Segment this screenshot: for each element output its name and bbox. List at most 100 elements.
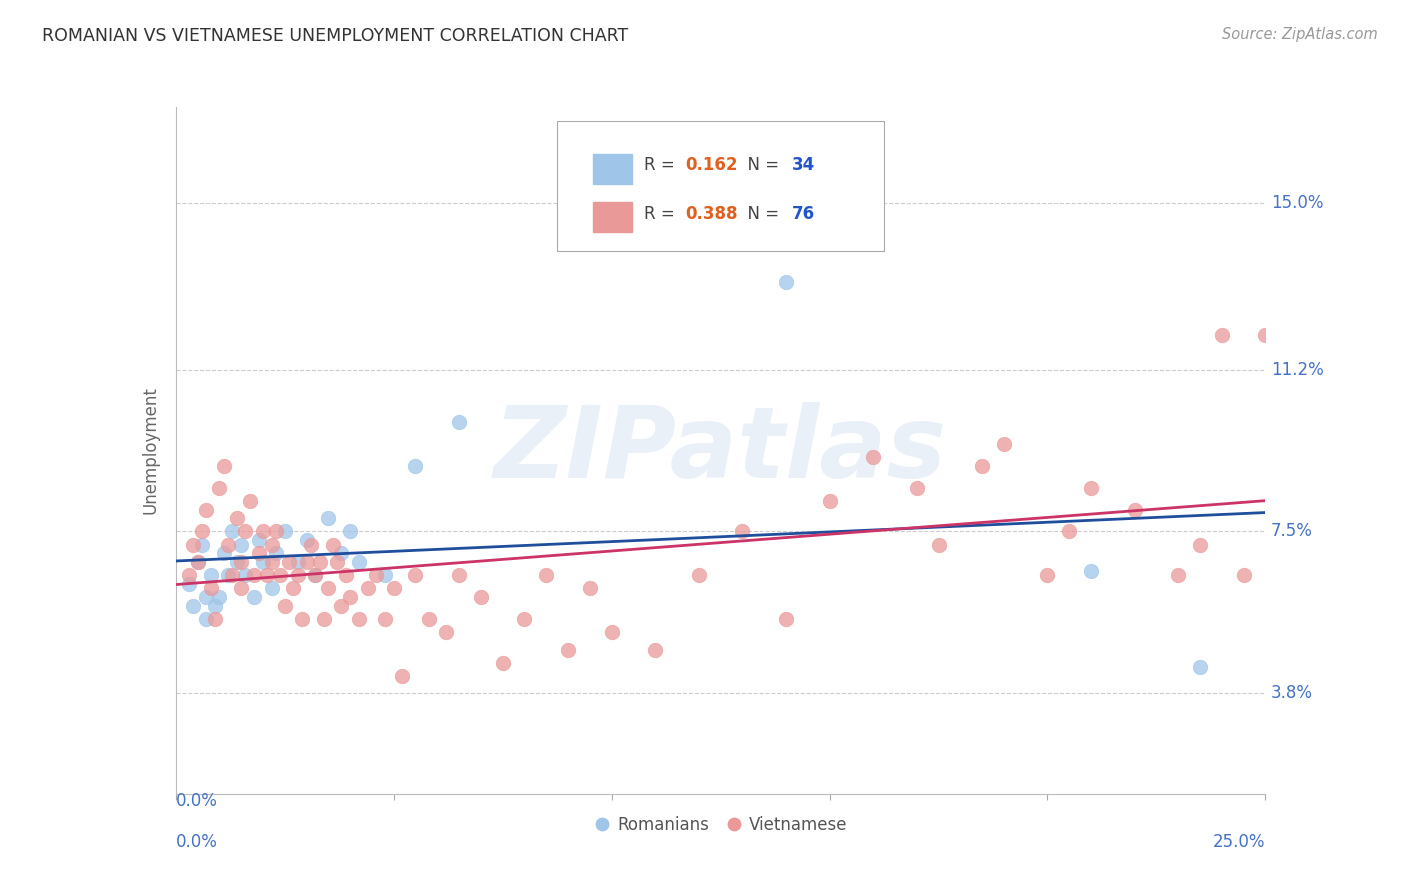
Point	[347, 555, 370, 569]
Point	[243, 590, 266, 604]
Point	[186, 555, 209, 569]
Point	[274, 599, 297, 613]
Point	[274, 524, 297, 539]
Point	[382, 581, 405, 595]
Point	[221, 524, 243, 539]
Point	[1036, 568, 1059, 582]
Point	[993, 437, 1015, 451]
Point	[579, 581, 602, 595]
Point	[1189, 660, 1212, 674]
Point	[204, 612, 226, 626]
Point	[204, 599, 226, 613]
Point	[195, 590, 218, 604]
Point	[513, 612, 536, 626]
Point	[177, 577, 200, 591]
Point	[534, 568, 557, 582]
Text: 3.8%: 3.8%	[1271, 684, 1313, 702]
Point	[195, 502, 218, 516]
Point	[247, 533, 270, 548]
Point	[264, 546, 287, 560]
Point	[260, 537, 283, 551]
Point	[339, 524, 361, 539]
Point	[208, 481, 231, 495]
Point	[295, 533, 318, 548]
Point	[688, 568, 710, 582]
Point	[221, 568, 243, 582]
Point	[775, 275, 797, 289]
Point	[374, 612, 396, 626]
Point	[239, 493, 262, 508]
Point	[243, 568, 266, 582]
Point	[318, 511, 340, 525]
Point	[1232, 568, 1256, 582]
Point	[308, 555, 330, 569]
Text: N =: N =	[737, 204, 785, 222]
Point	[304, 568, 326, 582]
Text: 76: 76	[792, 204, 814, 222]
Point	[330, 546, 353, 560]
Point	[318, 581, 340, 595]
Point	[252, 555, 274, 569]
Point	[347, 612, 370, 626]
Point	[1123, 502, 1146, 516]
Point	[217, 568, 239, 582]
Point	[252, 524, 274, 539]
Point	[299, 537, 322, 551]
Y-axis label: Unemployment: Unemployment	[142, 386, 160, 515]
Point	[374, 568, 396, 582]
Point	[470, 590, 492, 604]
Point	[260, 581, 283, 595]
Point	[1189, 537, 1212, 551]
Point	[295, 555, 318, 569]
Point	[928, 537, 950, 551]
Point	[775, 612, 797, 626]
Point	[862, 450, 884, 464]
Point	[200, 568, 222, 582]
Point	[731, 524, 754, 539]
Point	[312, 612, 335, 626]
Legend: Romanians, Vietnamese: Romanians, Vietnamese	[588, 809, 853, 840]
Point	[405, 458, 427, 473]
Point	[330, 599, 353, 613]
Point	[1080, 564, 1102, 578]
Point	[256, 568, 278, 582]
Point	[278, 555, 301, 569]
Point	[339, 590, 361, 604]
Point	[818, 493, 841, 508]
Point	[186, 555, 209, 569]
Point	[231, 537, 253, 551]
Point	[235, 524, 257, 539]
Text: N =: N =	[737, 156, 785, 175]
Point	[217, 537, 239, 551]
Point	[644, 642, 666, 657]
Text: ROMANIAN VS VIETNAMESE UNEMPLOYMENT CORRELATION CHART: ROMANIAN VS VIETNAMESE UNEMPLOYMENT CORR…	[42, 27, 628, 45]
Point	[200, 581, 222, 595]
Point	[264, 524, 287, 539]
FancyBboxPatch shape	[593, 153, 633, 184]
Point	[269, 568, 291, 582]
Point	[260, 555, 283, 569]
Point	[177, 568, 200, 582]
Point	[225, 511, 247, 525]
Text: 0.0%: 0.0%	[176, 833, 218, 851]
Point	[212, 458, 235, 473]
Point	[1057, 524, 1080, 539]
Point	[905, 481, 928, 495]
Point	[212, 546, 235, 560]
Point	[287, 555, 309, 569]
Point	[418, 612, 440, 626]
Text: ZIPatlas: ZIPatlas	[494, 402, 948, 499]
Point	[304, 568, 326, 582]
Point	[492, 656, 515, 670]
Point	[405, 568, 427, 582]
Point	[322, 537, 344, 551]
Point	[195, 612, 218, 626]
Text: R =: R =	[644, 156, 681, 175]
Text: 0.388: 0.388	[686, 204, 738, 222]
Point	[356, 581, 378, 595]
Point	[291, 612, 314, 626]
Point	[235, 568, 257, 582]
Point	[391, 669, 413, 683]
Point	[1167, 568, 1189, 582]
Point	[191, 537, 214, 551]
